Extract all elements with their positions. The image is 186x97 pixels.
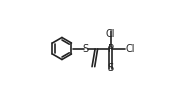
Text: P: P: [108, 43, 114, 54]
Text: S: S: [83, 43, 89, 54]
Text: Cl: Cl: [106, 29, 116, 39]
Text: Cl: Cl: [125, 43, 134, 54]
Text: S: S: [108, 63, 114, 73]
